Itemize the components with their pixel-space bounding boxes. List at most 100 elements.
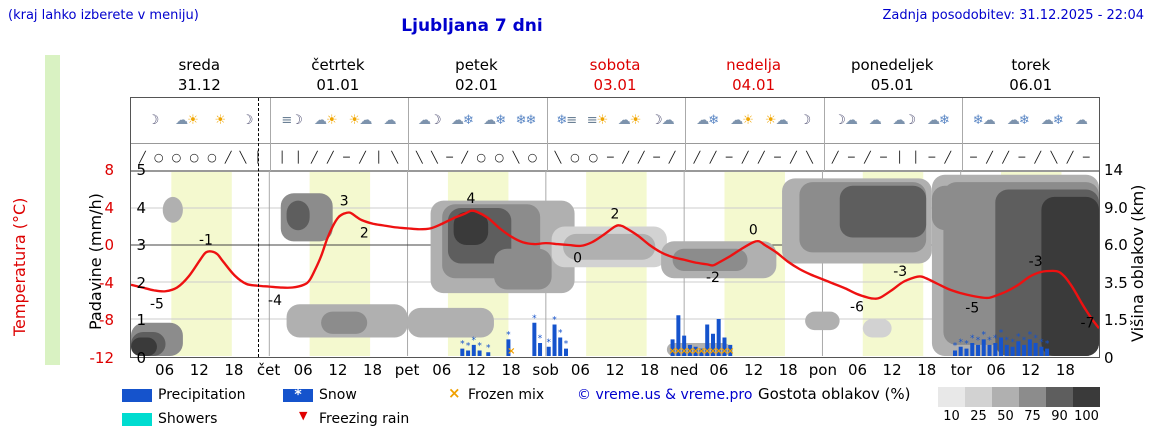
cloud-density-value: 100	[1074, 409, 1099, 424]
wind-barbs-torek: ─ ╱ ╱ ─ ╱ ╲ ╱ ─	[961, 144, 1099, 170]
x-tick-hour: 12	[744, 361, 764, 379]
temperature-label: -5	[965, 301, 979, 317]
day-separator	[685, 98, 687, 171]
cloud-density-legend-title: Gostota oblakov (%)	[758, 385, 911, 403]
wind-barb-icon: ─	[1018, 150, 1026, 164]
wind-barb-icon: ○	[588, 150, 599, 164]
wind-barbs-row: ╱ ○ ○ ○ ○ ╱ ╲ │ │ │ ╱ ╱ ─ ╱ │ ╲ ╲ ╲ ─ ╱ ○ ○ ╲ ○ ╲ ○ ○ ─ ╱ ╱ ─ ╱ ╱ ╱ ─ ╱ ╱ ─ ╱ ╲…	[131, 144, 1099, 171]
wind-barb-icon: ○	[207, 150, 217, 164]
snow-marker: *	[1045, 340, 1050, 350]
page-title: Ljubljana 7 dni	[401, 16, 543, 36]
precip-tick-label: 1	[136, 311, 146, 330]
temp-tick-label: 0	[104, 236, 114, 255]
precip-tick-label: 0	[136, 349, 146, 367]
rain-bar	[699, 348, 704, 356]
wind-barb-icon: ○	[476, 150, 487, 164]
wind-barb-icon: ╱	[310, 150, 318, 164]
wind-barb-icon: ○	[494, 150, 505, 164]
snow-bar	[546, 346, 551, 356]
day-date: 01.01	[316, 76, 360, 94]
x-tick-hour: 06	[709, 361, 729, 379]
day-date: 05.01	[870, 76, 914, 94]
x-tick-hour: 06	[847, 361, 868, 379]
x-tick-day-ned: ned	[670, 361, 699, 379]
snow-marker: *	[1022, 336, 1027, 346]
wind-barb-icon: ─	[847, 150, 855, 164]
daytime-band	[171, 171, 232, 356]
moon-icon: ☽	[241, 113, 254, 128]
wind-barb-icon: ╲	[431, 150, 438, 164]
cloud-icon: ☁	[926, 113, 940, 128]
snow-icon: ❄	[938, 113, 950, 128]
day-name: torek	[1011, 56, 1051, 74]
moon-icon: ☽	[799, 113, 812, 128]
copyright-link[interactable]: © vreme.us & vreme.pro	[577, 387, 753, 403]
precip-tick-label: 3	[136, 236, 146, 255]
plot-area: * *** **** **** * * ** *** *** ** ** * * *× ××××××××××…	[131, 171, 1099, 356]
x-tick-hour: 18	[501, 361, 521, 379]
legend-label-showers: Showers	[158, 411, 218, 427]
snow-marker: *	[486, 343, 491, 353]
snow-bar	[976, 344, 981, 356]
temperature-label: 0	[573, 251, 582, 267]
legend-label-frozen-mix: Frozen mix	[468, 387, 545, 403]
snow-icon: ❄	[1052, 113, 1064, 128]
wind-barb-icon: ─	[343, 150, 350, 164]
snow-bar	[958, 346, 963, 356]
rain-bar	[693, 346, 698, 356]
weather-icons-sobota: ❄ ≡ ≡ ☀ ☁ ☀ ☽ ☁	[546, 98, 684, 143]
snow-bar	[477, 350, 482, 356]
frozen-mix-marker: ×	[686, 346, 694, 356]
snow-marker: *	[1028, 330, 1033, 340]
wind-barb-icon: ╱	[1066, 150, 1074, 164]
snow-bar	[1033, 343, 1038, 356]
snow-marker: *	[552, 316, 557, 326]
cloud-region	[286, 200, 310, 231]
rain-bar	[670, 339, 675, 356]
x-tick-day-sob: sob	[532, 361, 559, 379]
wind-barb-icon: ╱	[139, 150, 146, 164]
wind-barb-icon: ○	[570, 150, 580, 164]
cloud-tick-label: 1.5	[1104, 311, 1128, 330]
rain-bar	[722, 337, 727, 356]
legend-label-freezing-rain: Freezing rain	[319, 411, 410, 427]
wind-barb-icon: ╱	[741, 150, 749, 164]
temperature-label: 2	[611, 207, 620, 223]
cloud-icon: ☁	[982, 113, 996, 128]
cloud-tick-label: 14	[1104, 161, 1124, 179]
snow-bar	[953, 350, 957, 356]
fog-icon: ≡	[586, 113, 598, 128]
temperature-axis-title: Temperatura (°C)	[10, 197, 29, 336]
weather-icons-četrtek: ≡ ☽ ☁ ☀ ☀ ☁ ☁	[269, 98, 407, 143]
day-name: četrtek	[311, 56, 365, 74]
cloud-density-cell-100	[1073, 387, 1100, 407]
x-tick-hour: 12	[466, 361, 486, 379]
frozen-mix-marker: ×	[715, 346, 723, 356]
day-date: 03.01	[593, 76, 637, 94]
x-tick-hour: 12	[189, 361, 209, 379]
weather-icons-nedelja: ☁ ❄ ☁ ☀ ☀ ☁ ☽	[684, 98, 822, 143]
wind-barb-icon: ╱	[944, 150, 952, 164]
moon-icon: ☽	[429, 113, 442, 128]
day-header-četrtek: četrtek 01.01	[269, 55, 408, 95]
wind-barb-icon: ╱	[986, 150, 993, 164]
wind-barb-icon: ─	[653, 150, 660, 164]
moon-icon: ☽	[834, 113, 846, 128]
cloud-icon: ☁	[1006, 113, 1020, 128]
weather-icons-petek: ☁ ☽ ☁ ❄ ☁ ❄ ❄ ❄	[408, 98, 546, 143]
cloud-icon: ☁	[383, 113, 396, 128]
cloud-region	[672, 248, 748, 271]
wind-barb-icon: │	[254, 150, 262, 164]
x-tick-hour: 18	[778, 361, 798, 379]
x-tick-hour: 12	[1021, 361, 1041, 379]
cloud-icon: ☁	[359, 113, 372, 128]
snow-marker: *	[1016, 332, 1021, 342]
x-tick-hour: 06	[986, 361, 1006, 379]
weather-icons-row: ☽ ☁ ☀ ☀ ☽ ≡ ☽ ☁ ☀ ☀ ☁ ☁ ☁ ☽ ☁ ❄ ☁ ❄ ❄ ❄ ❄ ≡ ≡ ☀ ☁ ☀ ☽ ☁ ☁ ❄ ☁ ☀ ☀ ☁ ☽ ☽ ☁ ☁ ☁ ☽…	[131, 98, 1099, 144]
wind-barb-icon: ○	[153, 150, 164, 164]
cloud-tick-label: 6.0	[1104, 236, 1128, 255]
temperature-label: -2	[706, 270, 720, 286]
cloud-density-cell-10	[938, 387, 965, 407]
snow-bar	[1016, 341, 1021, 356]
temperature-label: 0	[749, 222, 758, 238]
